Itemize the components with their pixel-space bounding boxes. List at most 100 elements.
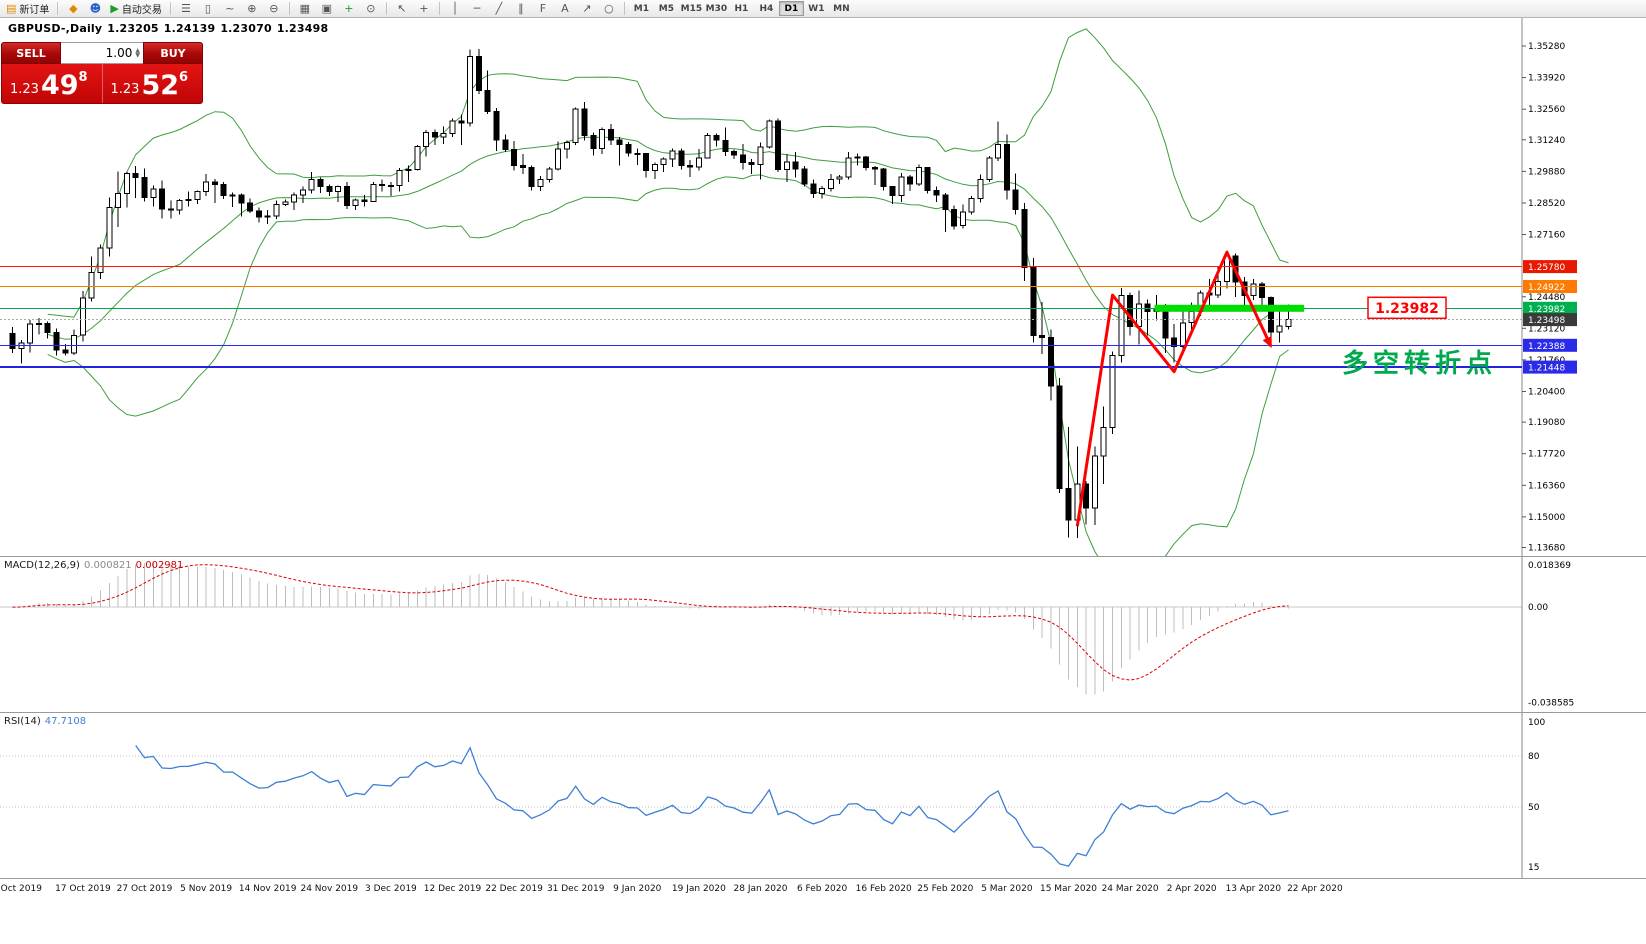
timeframe-m15-button[interactable]: M15	[679, 1, 704, 16]
svg-text:1.19080: 1.19080	[1528, 418, 1565, 428]
spinner-up-icon[interactable]: ▲	[135, 47, 140, 54]
timeframe-m30-button[interactable]: M30	[704, 1, 729, 16]
bollinger-bands	[47, 28, 1289, 556]
spinner-down-icon[interactable]: ▼	[135, 52, 140, 59]
bar-chart-icon: ☰	[180, 2, 191, 15]
fibonacci-button[interactable]: F	[533, 1, 553, 17]
time-axis-label: 15 Mar 2020	[1039, 884, 1098, 894]
bar-chart-button[interactable]: ☰	[176, 1, 196, 17]
auto-trading-label: 自动交易	[121, 5, 162, 16]
toolbar-separator	[169, 2, 171, 15]
channel-button[interactable]: ∥	[511, 1, 531, 17]
arrows-button[interactable]: ↗	[577, 1, 597, 17]
toolbar-separator	[57, 2, 59, 15]
time-axis[interactable]: Oct 2019 17 Oct 2019 27 Oct 2019 5 Nov 2019…	[0, 878, 1646, 904]
trendline-button[interactable]: ╱	[489, 1, 509, 17]
sell-price-quote[interactable]: 1.23 49 8	[2, 64, 102, 103]
macd-panel: 0.018369 0.00 -0.038585 MACD(12,26,9) 0.000…	[0, 556, 1646, 713]
new-order-label: 新订单	[19, 5, 50, 16]
data-window-button[interactable]: ▣	[317, 1, 337, 17]
buy-price-sup: 6	[179, 70, 189, 85]
vertical-line-button[interactable]: │	[445, 1, 465, 17]
svg-text:50: 50	[1528, 803, 1540, 813]
time-axis-label: 22 Apr 2020	[1287, 884, 1343, 894]
buy-button[interactable]: BUY	[143, 42, 203, 64]
new-order-button[interactable]: ▤ 新订单	[3, 1, 52, 17]
svg-text:0.018369: 0.018369	[1528, 561, 1571, 571]
main-chart-canvas[interactable]: 1.35280 1.33920 1.32560 1.31240 1.29880 1.285…	[0, 18, 1646, 556]
text-label-button[interactable]: A	[555, 1, 575, 17]
symbol-period-label: GBPUSD-,Daily	[8, 22, 103, 35]
time-axis-label: 31 Dec 2019	[546, 884, 605, 894]
rsi-canvas[interactable]: 100 80 50 15	[0, 713, 1646, 879]
line-chart-button[interactable]: ~	[220, 1, 240, 17]
timeframe-h1-button[interactable]: H1	[729, 1, 754, 16]
horizontal-line-button[interactable]: ─	[467, 1, 487, 17]
volume-input[interactable]	[76, 46, 133, 60]
svg-text:0.00: 0.00	[1528, 603, 1548, 613]
volume-field[interactable]: ▲ ▼	[61, 42, 143, 64]
toolbar-separator	[438, 2, 440, 15]
time-axis-label: 24 Nov 2019	[300, 884, 359, 894]
time-axis-label: 19 Jan 2020	[671, 884, 726, 894]
funnel-button[interactable]: ◆	[63, 1, 83, 17]
profile-button[interactable]: ☻	[85, 1, 105, 17]
funnel-icon: ◆	[69, 2, 78, 15]
macd-canvas[interactable]: 0.018369 0.00 -0.038585	[0, 557, 1646, 713]
macd-signal-line	[12, 564, 1289, 681]
time-axis-label: 25 Feb 2020	[917, 884, 974, 894]
data-window-icon: ▣	[321, 2, 333, 15]
candlestick-chart-button[interactable]: ▯	[198, 1, 218, 17]
time-axis-label: 16 Feb 2020	[855, 884, 912, 894]
equidistant-channel-icon: ∥	[518, 2, 524, 15]
svg-text:1.28520: 1.28520	[1528, 199, 1565, 209]
shapes-button[interactable]: ○	[599, 1, 619, 17]
timeframe-h4-button[interactable]: H4	[754, 1, 779, 16]
sell-price-main: 49	[40, 70, 79, 101]
horizontal-lines	[0, 266, 1522, 369]
zigzag-arrow	[1075, 250, 1273, 527]
time-axis-label: 22 Dec 2019	[485, 884, 543, 894]
time-axis-label: 14 Nov 2019	[238, 884, 297, 894]
svg-text:1.25780: 1.25780	[1528, 263, 1565, 273]
macd-value-signal: 0.002981	[135, 560, 184, 571]
arrow-tool-icon: ↗	[582, 2, 592, 15]
buy-price-prefix: 1.23	[110, 82, 140, 97]
timeframe-d1-button[interactable]: D1	[778, 1, 804, 16]
vertical-line-icon: │	[451, 2, 459, 15]
horizontal-line-icon: ─	[473, 2, 481, 15]
timeframe-m1-button[interactable]: M1	[629, 1, 654, 16]
close-value: 1.23498	[276, 22, 329, 35]
svg-text:1.23982: 1.23982	[1528, 305, 1565, 315]
svg-text:1.24922: 1.24922	[1528, 283, 1565, 293]
time-axis-label: 12 Dec 2019	[423, 884, 482, 894]
svg-text:1.24480: 1.24480	[1528, 293, 1565, 303]
toolbar-separator	[623, 2, 625, 15]
tile-windows-button[interactable]: ▦	[295, 1, 315, 17]
clock-button[interactable]: ⊙	[361, 1, 381, 17]
svg-text:-0.038585: -0.038585	[1528, 699, 1574, 709]
zoom-out-button[interactable]: ⊖	[264, 1, 284, 17]
buy-price-quote[interactable]: 1.23 52 6	[101, 64, 203, 103]
sell-button[interactable]: SELL	[1, 42, 61, 64]
cursor-icon: ↖	[397, 2, 407, 15]
macd-histogram	[20, 561, 1289, 695]
volume-spinner[interactable]: ▲ ▼	[135, 47, 140, 59]
profile-icon: ☻	[89, 2, 102, 15]
svg-text:1.23120: 1.23120	[1528, 324, 1565, 334]
cursor-button[interactable]: ↖	[392, 1, 412, 17]
timeframe-w1-button[interactable]: W1	[804, 1, 829, 16]
timeframe-mn-button[interactable]: MN	[829, 1, 854, 16]
time-axis-label: 28 Jan 2020	[733, 884, 788, 894]
timeframe-m5-button[interactable]: M5	[654, 1, 679, 16]
price-axis: 1.35280 1.33920 1.32560 1.31240 1.29880 1.285…	[1521, 18, 1577, 556]
indicators-button[interactable]: +	[339, 1, 359, 17]
crosshair-button[interactable]: +	[414, 1, 434, 17]
auto-trading-button[interactable]: ▶ 自动交易	[107, 1, 164, 17]
time-axis-label: 27 Oct 2019	[116, 884, 173, 894]
chart-title: GBPUSD-,Daily 1.23205 1.24139 1.23070 1.2349…	[8, 22, 333, 35]
zoom-in-button[interactable]: ⊕	[242, 1, 262, 17]
rsi-value: 47.7108	[44, 716, 87, 727]
svg-text:1.15000: 1.15000	[1528, 513, 1565, 523]
